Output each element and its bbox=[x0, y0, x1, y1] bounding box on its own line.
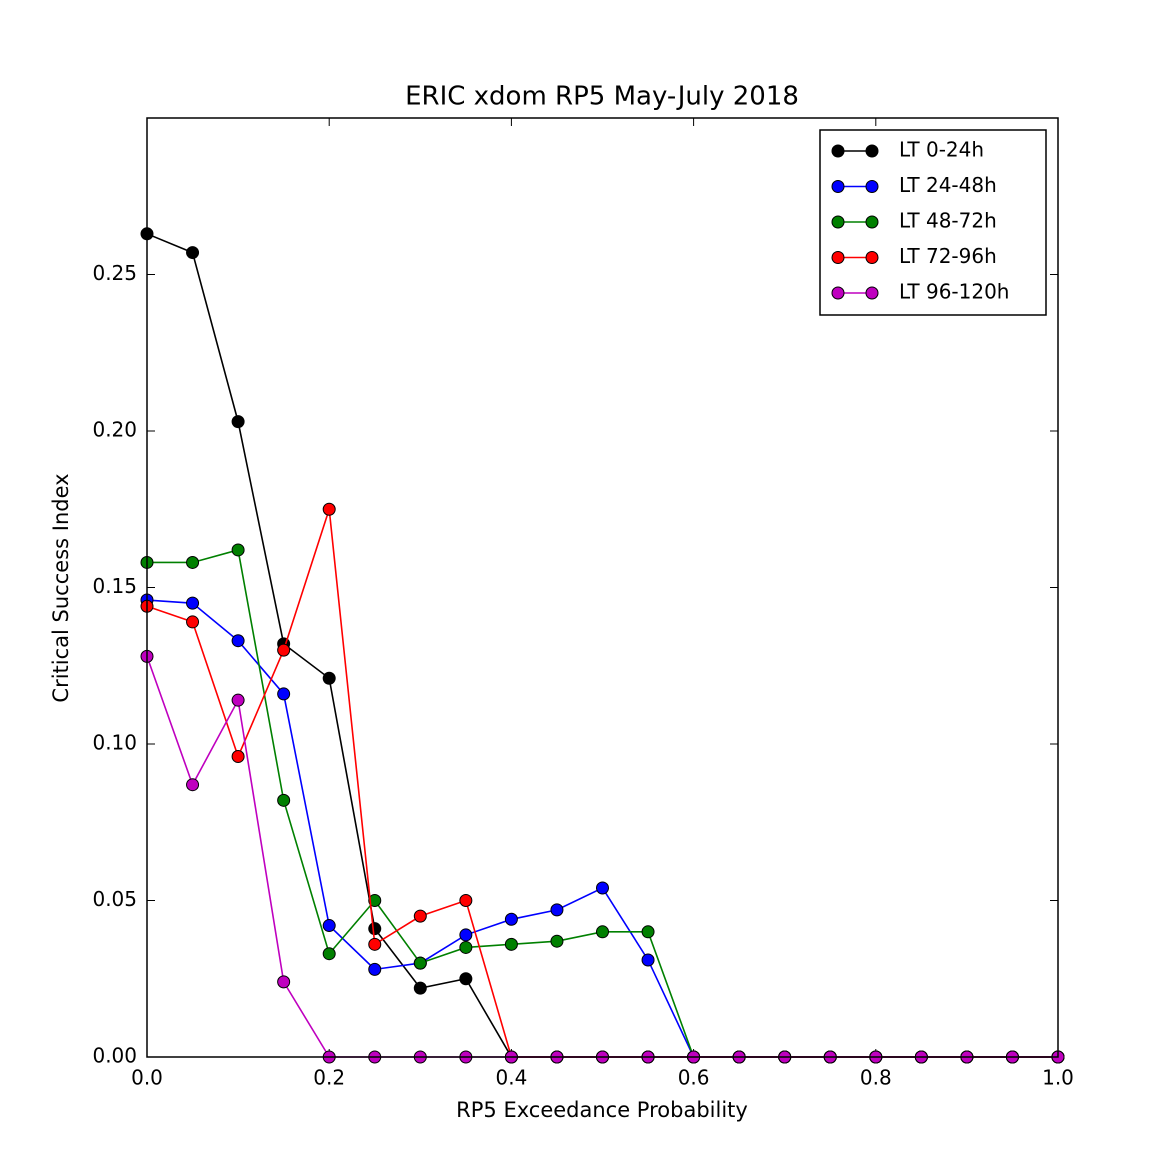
data-point bbox=[596, 881, 609, 895]
data-point bbox=[231, 543, 245, 557]
data-point bbox=[322, 502, 336, 516]
legend-label: LT 24-48h bbox=[899, 173, 997, 197]
y-tick-label: 0.20 bbox=[92, 418, 137, 442]
data-point bbox=[459, 972, 473, 986]
data-point bbox=[186, 596, 200, 610]
x-tick-label: 0.8 bbox=[860, 1066, 892, 1090]
legend: LT 0-24h LT 24-48h LT 48-72h LT 72-96h LT 96… bbox=[819, 129, 1047, 316]
data-point bbox=[596, 925, 609, 939]
x-axis-label: RP5 Exceedance Probability bbox=[456, 1098, 748, 1122]
data-point bbox=[231, 634, 245, 648]
data-point bbox=[277, 643, 291, 657]
x-tick-label: 0.6 bbox=[678, 1066, 710, 1090]
legend-marker bbox=[865, 215, 879, 229]
data-point bbox=[641, 953, 655, 967]
data-point bbox=[186, 778, 200, 792]
data-point bbox=[413, 981, 427, 995]
data-point bbox=[277, 793, 291, 807]
legend-label: LT 72-96h bbox=[899, 244, 997, 268]
plot-frame bbox=[146, 117, 1059, 1058]
data-point bbox=[459, 894, 473, 907]
data-point bbox=[186, 555, 200, 569]
data-point bbox=[368, 922, 382, 936]
y-axis-label: Critical Success Index bbox=[49, 473, 73, 702]
data-point bbox=[413, 909, 427, 923]
data-point bbox=[322, 671, 336, 685]
data-point bbox=[459, 928, 473, 942]
data-point bbox=[231, 750, 245, 764]
legend-label: LT 48-72h bbox=[899, 209, 997, 233]
legend-label: LT 96-120h bbox=[899, 280, 1009, 304]
data-point bbox=[550, 934, 564, 948]
data-point bbox=[368, 962, 382, 976]
x-tick-label: 1.0 bbox=[1042, 1066, 1074, 1090]
data-point bbox=[459, 940, 473, 954]
legend-marker bbox=[831, 215, 845, 229]
y-tick-label: 0.00 bbox=[92, 1044, 137, 1068]
data-point bbox=[504, 937, 518, 951]
legend-marker bbox=[865, 180, 879, 193]
data-point bbox=[322, 919, 336, 933]
legend-marker bbox=[865, 251, 879, 264]
y-tick-label: 0.05 bbox=[92, 887, 137, 911]
y-tick-label: 0.25 bbox=[92, 261, 137, 285]
x-tick-label: 0.4 bbox=[495, 1066, 527, 1090]
data-point bbox=[368, 937, 382, 951]
y-tick-label: 0.10 bbox=[92, 731, 137, 755]
data-point bbox=[277, 687, 291, 701]
data-point bbox=[504, 912, 518, 926]
data-point bbox=[231, 415, 245, 429]
data-point bbox=[641, 925, 655, 939]
data-point bbox=[231, 693, 245, 707]
legend-marker bbox=[831, 144, 845, 158]
data-point bbox=[550, 903, 564, 917]
chart-title: ERIC xdom RP5 May-July 2018 bbox=[405, 82, 799, 112]
legend-marker bbox=[831, 251, 845, 264]
legend-marker bbox=[831, 180, 845, 193]
data-point bbox=[368, 894, 382, 907]
data-point bbox=[322, 947, 336, 961]
data-point bbox=[186, 246, 200, 260]
legend-marker bbox=[865, 144, 879, 158]
legend-label: LT 0-24h bbox=[899, 138, 984, 162]
data-point bbox=[186, 615, 200, 629]
y-tick-label: 0.15 bbox=[92, 574, 137, 598]
x-tick-label: 0.0 bbox=[131, 1066, 163, 1090]
x-tick-label: 0.2 bbox=[313, 1066, 345, 1090]
legend-marker bbox=[831, 286, 845, 300]
legend-marker bbox=[865, 286, 879, 300]
data-point bbox=[277, 975, 291, 989]
data-point bbox=[413, 956, 427, 970]
